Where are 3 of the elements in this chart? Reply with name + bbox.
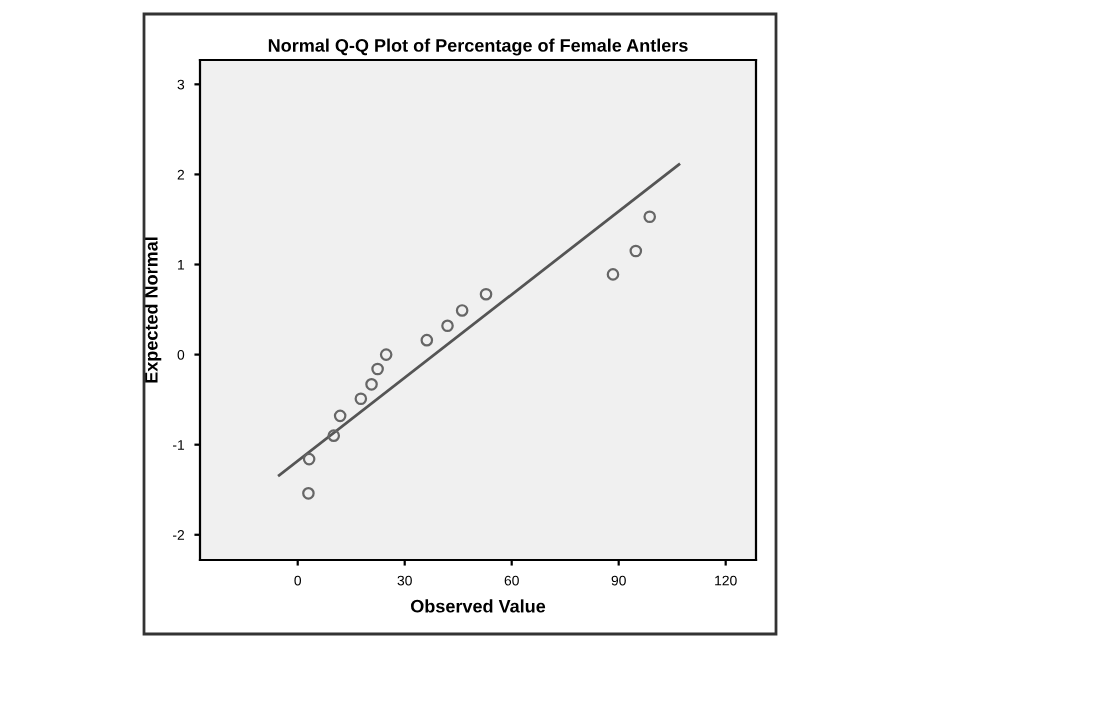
x-axis-title: Observed Value bbox=[411, 599, 546, 613]
chart-title: Normal Q-Q Plot of Percentage of Female Antlers bbox=[268, 38, 688, 56]
y-axis-title: Expected Normal bbox=[144, 237, 162, 383]
